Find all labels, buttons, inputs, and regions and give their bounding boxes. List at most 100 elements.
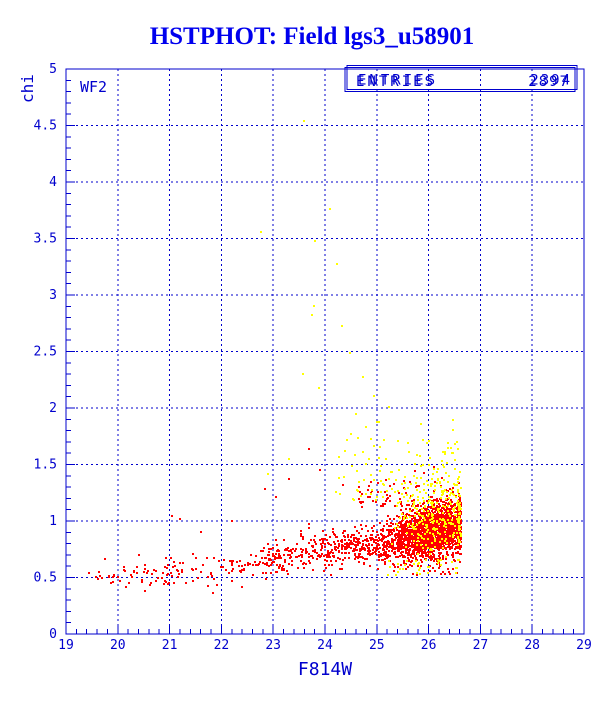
data-point — [427, 572, 429, 574]
data-point — [459, 502, 461, 504]
entries-stat-box: ENTRIES ENTRIES 2897 2394 — [344, 65, 578, 92]
data-point — [417, 504, 419, 506]
data-point — [411, 553, 413, 555]
data-point — [283, 568, 285, 570]
data-point — [459, 498, 461, 500]
data-point — [395, 574, 397, 576]
data-point — [423, 502, 425, 504]
data-point — [371, 544, 373, 546]
data-point — [382, 548, 384, 550]
data-point — [459, 553, 461, 555]
data-point — [408, 543, 410, 545]
data-point — [192, 553, 194, 555]
data-point — [430, 496, 432, 498]
data-point — [295, 548, 297, 550]
data-point — [332, 552, 334, 554]
data-point — [446, 495, 448, 497]
data-point — [232, 568, 234, 570]
data-point — [405, 508, 407, 510]
data-point — [397, 536, 399, 538]
data-point — [255, 555, 257, 557]
data-point — [170, 572, 172, 574]
data-point — [322, 540, 324, 542]
data-point — [231, 580, 233, 582]
data-point — [440, 497, 442, 499]
data-point — [422, 540, 424, 542]
data-point — [420, 465, 422, 467]
data-point — [376, 496, 378, 498]
data-point — [422, 464, 424, 466]
data-point — [453, 532, 455, 534]
data-point — [284, 559, 286, 561]
data-point — [275, 553, 277, 555]
data-point — [394, 527, 396, 529]
data-point — [381, 559, 383, 561]
data-point — [428, 522, 430, 524]
data-point — [426, 500, 428, 502]
data-point — [442, 547, 444, 549]
data-point — [370, 534, 372, 536]
axis-ticks — [65, 68, 585, 635]
data-point — [414, 535, 416, 537]
data-point — [406, 532, 408, 534]
data-point — [407, 557, 409, 559]
data-point — [426, 526, 428, 528]
data-point — [459, 471, 461, 473]
data-point — [296, 543, 298, 545]
data-point — [268, 551, 270, 553]
data-point — [370, 539, 372, 541]
data-point — [247, 564, 249, 566]
data-point — [431, 549, 433, 551]
data-point — [385, 545, 387, 547]
data-point — [458, 529, 460, 531]
entries-label-2: ENTRIES — [358, 73, 438, 89]
data-point — [350, 536, 352, 538]
data-point — [170, 557, 172, 559]
data-point — [374, 551, 376, 553]
data-point — [450, 499, 452, 501]
data-point — [437, 532, 439, 534]
data-point — [454, 536, 456, 538]
data-point — [317, 555, 319, 557]
data-point — [386, 490, 388, 492]
data-point — [282, 565, 284, 567]
data-point — [437, 546, 439, 548]
data-point — [433, 520, 435, 522]
data-point — [393, 518, 395, 520]
data-point — [383, 546, 385, 548]
data-point — [425, 544, 427, 546]
data-point — [352, 543, 354, 545]
data-point — [321, 545, 323, 547]
data-point — [341, 552, 343, 554]
y-tick-label: 2 — [49, 401, 57, 416]
data-point — [341, 539, 343, 541]
data-point — [431, 478, 433, 480]
data-point — [382, 496, 384, 498]
data-point — [384, 491, 386, 493]
data-point — [157, 577, 159, 579]
data-point — [431, 521, 433, 523]
data-point — [288, 550, 290, 552]
data-point — [454, 523, 456, 525]
data-point — [300, 535, 302, 537]
data-point — [164, 580, 166, 582]
data-point — [300, 560, 302, 562]
data-point — [368, 543, 370, 545]
data-point — [444, 523, 446, 525]
data-point — [446, 491, 448, 493]
data-point — [431, 546, 433, 548]
data-point — [275, 539, 277, 541]
data-point — [437, 468, 439, 470]
data-point — [452, 419, 454, 421]
data-point — [443, 525, 445, 527]
data-point — [407, 529, 409, 531]
data-point — [458, 507, 460, 509]
data-point — [408, 451, 410, 453]
data-point — [330, 560, 332, 562]
data-point — [440, 559, 442, 561]
x-tick-label: 19 — [58, 638, 74, 653]
data-point — [259, 561, 261, 563]
data-point — [448, 544, 450, 546]
data-point — [335, 536, 337, 538]
data-point — [353, 539, 355, 541]
